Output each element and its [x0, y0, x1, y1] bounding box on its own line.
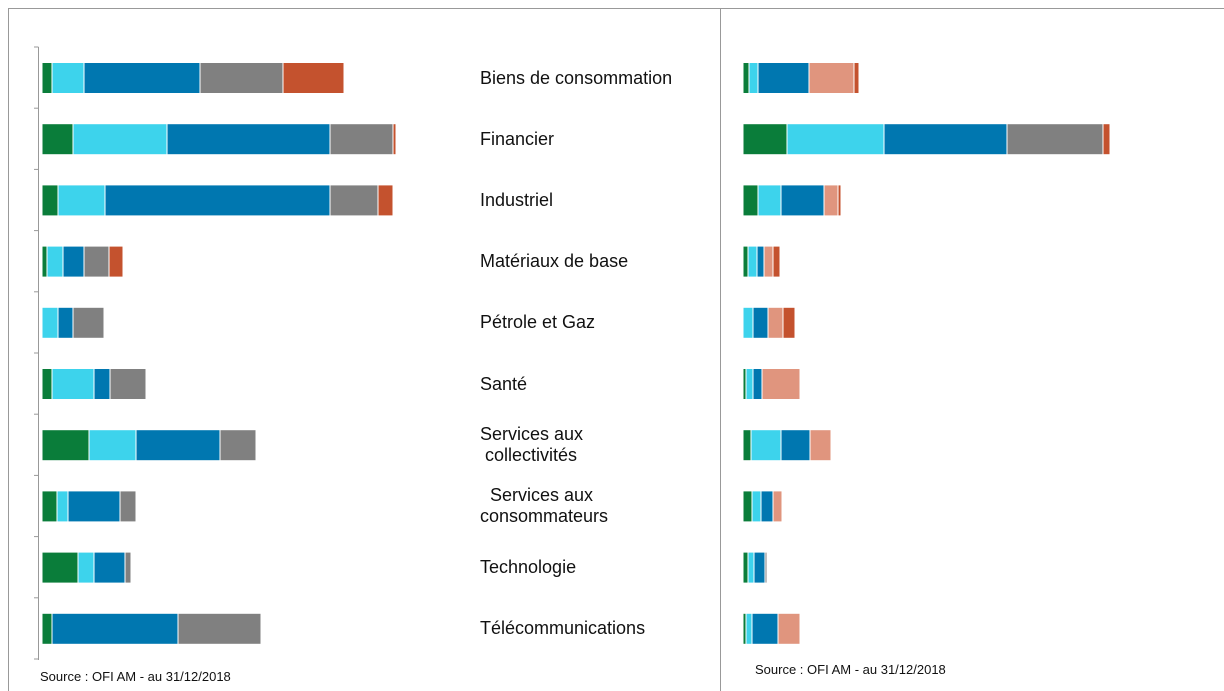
bar-segment [41, 62, 53, 94]
bar-segment [777, 612, 801, 645]
bar-segment [742, 62, 750, 94]
bar-segment [751, 612, 779, 645]
bar-segment [1102, 123, 1111, 156]
bar-segment [88, 429, 137, 462]
bar-segment [780, 184, 825, 217]
bar-segment [41, 612, 53, 645]
bar-segment [41, 123, 74, 156]
bar-segment [772, 490, 783, 523]
bar-segment [77, 551, 95, 584]
bar-segment [41, 184, 59, 217]
bar-segment [883, 123, 1008, 156]
bar-segment [742, 306, 754, 339]
bar-segment [72, 123, 168, 156]
bar-segment [83, 62, 201, 94]
bar-segment [742, 551, 749, 584]
bar-segment [46, 245, 64, 278]
bar-segment [747, 551, 755, 584]
bar-segment [757, 62, 810, 94]
category-label: Industriel [480, 189, 554, 210]
category-label: Technologie [480, 557, 577, 578]
bar-segment [763, 245, 774, 278]
source-note: Source : OFI AM - au 31/12/2018 [40, 669, 231, 684]
bar-segment [809, 429, 832, 462]
bar-segment [104, 184, 331, 217]
bar-segment [41, 551, 79, 584]
bar-segment [808, 62, 855, 94]
category-label: Matériaux de base [480, 251, 629, 272]
bar-segment [823, 184, 839, 217]
bar-segment [761, 368, 801, 400]
bar-segment [109, 368, 147, 400]
bar-segment [745, 612, 753, 645]
source-note: Source : OFI AM - au 31/12/2018 [755, 662, 946, 677]
bar-segment [83, 245, 110, 278]
bar-segment [752, 306, 769, 339]
bar-segment [392, 123, 397, 156]
bar-segment [57, 184, 106, 217]
bar-segment [199, 62, 284, 94]
bar-segment [780, 429, 811, 462]
category-label: Pétrole et Gaz [480, 312, 596, 333]
bar-segment [135, 429, 221, 462]
bar-segment [745, 368, 754, 400]
category-label: Services aux consommateurs [480, 485, 609, 527]
bar-segment [282, 62, 345, 94]
bar-segment [853, 62, 860, 94]
bar-segment [57, 306, 74, 339]
bar-segment [757, 184, 782, 217]
bar-segment [119, 490, 137, 523]
bar-segment [760, 490, 774, 523]
bar-segment [786, 123, 885, 156]
bar-segment [72, 306, 105, 339]
bar-segment [219, 429, 257, 462]
category-label: Biens de consommation [480, 67, 673, 88]
bar-segment [51, 612, 179, 645]
bar-segment [750, 429, 782, 462]
category-label: Financier [480, 128, 555, 149]
bar-segment [41, 490, 58, 523]
bar-segment [41, 368, 53, 400]
bar-segment [756, 245, 765, 278]
bar-segment [93, 551, 126, 584]
bar-segment [56, 490, 69, 523]
bar-segment [377, 184, 394, 217]
bar-segment [751, 490, 762, 523]
bar-segment [41, 306, 59, 339]
bar-segment [41, 429, 90, 462]
bar-segment [166, 123, 331, 156]
bar-segment [62, 245, 85, 278]
bar-segment [177, 612, 262, 645]
bar-segment [1006, 123, 1104, 156]
bar-segment [51, 368, 95, 400]
category-label: Services aux collectivités [480, 424, 584, 466]
bar-segment [124, 551, 132, 584]
bar-segment [742, 123, 788, 156]
bar-segment [329, 184, 379, 217]
bar-segment [742, 245, 749, 278]
bar-segment [752, 368, 763, 400]
bar-segment [742, 429, 752, 462]
bar-segment [772, 245, 781, 278]
bar-segment [93, 368, 111, 400]
bar-segment [837, 184, 842, 217]
category-label: Santé [480, 373, 528, 394]
bar-segment [747, 245, 758, 278]
bar-segment [67, 490, 121, 523]
bar-segment [742, 184, 759, 217]
bar-segment [753, 551, 766, 584]
bar-segment [108, 245, 124, 278]
bar-segment [782, 306, 796, 339]
frame [8, 8, 1224, 691]
bar-segment [41, 245, 48, 278]
bar-segment [329, 123, 394, 156]
category-label: Télécommunications [480, 618, 646, 639]
bar-segment [742, 490, 753, 523]
bar-segment [764, 551, 768, 584]
bar-segment [51, 62, 85, 94]
bar-segment [767, 306, 784, 339]
bar-segment [748, 62, 759, 94]
